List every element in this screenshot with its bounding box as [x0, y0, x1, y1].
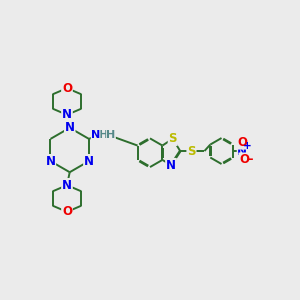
Text: N: N: [84, 154, 94, 168]
Text: S: S: [168, 132, 177, 145]
Text: N: N: [166, 158, 176, 172]
Text: N: N: [65, 121, 75, 134]
Text: N: N: [84, 154, 94, 168]
Text: O: O: [239, 153, 249, 166]
Text: N: N: [62, 179, 72, 192]
Text: O: O: [237, 136, 247, 149]
Text: S: S: [187, 145, 196, 158]
Text: N: N: [166, 158, 176, 172]
Text: -: -: [248, 153, 253, 166]
Text: H: H: [106, 130, 116, 140]
Text: N: N: [62, 179, 72, 192]
Text: S: S: [187, 145, 196, 158]
Text: N: N: [65, 121, 75, 134]
Text: O: O: [62, 82, 72, 95]
Text: O: O: [62, 205, 72, 218]
Text: O: O: [62, 82, 72, 95]
Text: N: N: [46, 154, 56, 168]
Text: S: S: [168, 132, 177, 145]
Text: N: N: [62, 108, 72, 121]
Text: N: N: [46, 154, 56, 168]
Text: O: O: [62, 205, 72, 218]
Text: H: H: [99, 130, 108, 140]
Text: N: N: [62, 108, 72, 121]
Text: N: N: [91, 130, 100, 140]
Text: N: N: [237, 145, 247, 158]
Text: +: +: [242, 141, 251, 151]
